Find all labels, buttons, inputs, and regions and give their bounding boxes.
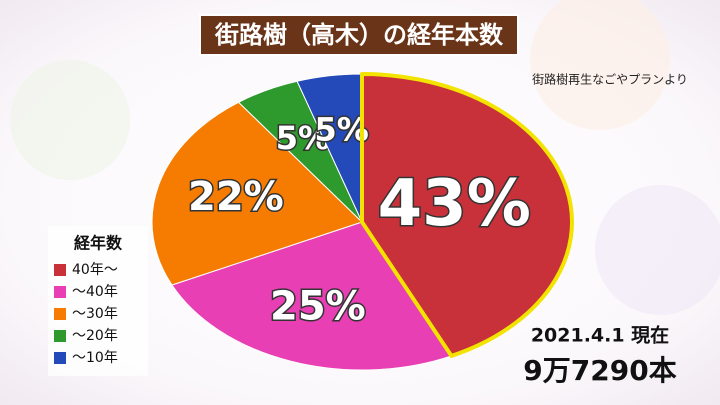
legend-swatch bbox=[54, 286, 66, 298]
slice-highlight bbox=[360, 72, 574, 358]
pie-slice bbox=[171, 221, 453, 371]
legend-title: 経年数 bbox=[74, 234, 123, 253]
title-banner bbox=[199, 14, 519, 56]
legend-label: ～40年 bbox=[72, 284, 118, 300]
chart-title: 街路樹（高木）の経年本数 bbox=[214, 21, 504, 49]
legend-label: 40年～ bbox=[72, 262, 118, 278]
legend-box bbox=[48, 226, 148, 376]
decoration bbox=[10, 60, 130, 180]
legend-label: ～10年 bbox=[72, 350, 118, 366]
value-label: 22% bbox=[188, 174, 284, 220]
total-note: 9万7290本 bbox=[523, 354, 676, 387]
date-note: 2021.4.1 現在 bbox=[531, 324, 669, 347]
legend-swatch bbox=[54, 308, 66, 320]
value-label: 5% bbox=[314, 110, 368, 148]
value-label: 43% bbox=[378, 167, 531, 241]
legend-swatch bbox=[54, 330, 66, 342]
decoration bbox=[530, 0, 670, 130]
source-note: 街路樹再生なごやプランより bbox=[532, 72, 688, 87]
decoration bbox=[595, 185, 720, 315]
value-label: 25% bbox=[270, 283, 366, 329]
pie: 43%25%22%5%5% bbox=[151, 72, 574, 371]
legend-label: ～30年 bbox=[72, 306, 118, 322]
legend-swatch bbox=[54, 264, 66, 276]
legend: 経年数 40年～ ～40年 ～30年 ～20年 ～10年 bbox=[48, 226, 148, 376]
pie-slice bbox=[151, 101, 363, 286]
legend-swatch bbox=[54, 352, 66, 364]
legend-label: ～20年 bbox=[72, 328, 118, 344]
